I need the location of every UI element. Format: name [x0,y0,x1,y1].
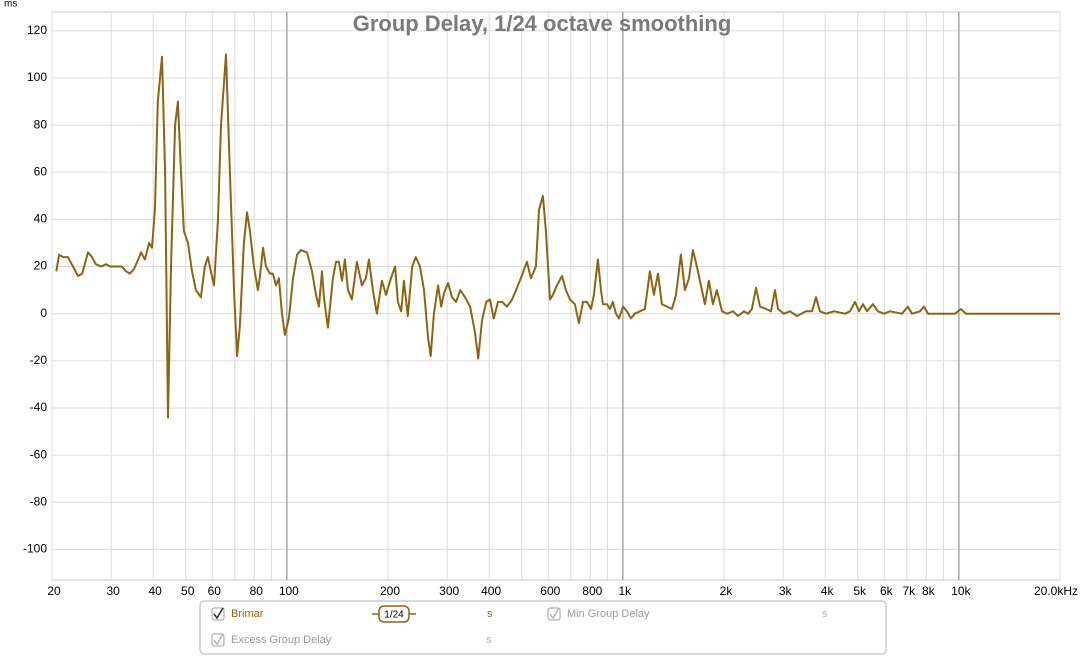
control-label: Min Group Delay [567,608,650,620]
x-tick-label: 4k [821,584,835,598]
y-tick-label: 120 [27,23,47,37]
x-tick-label: 1k [619,584,633,598]
x-tick-label: 30 [106,584,120,598]
x-tick-label: 80 [250,584,264,598]
x-tick-label: 10k [951,584,971,598]
x-tick-label: 50 [181,584,195,598]
x-tick-label: 400 [481,584,501,598]
y-tick-label: 80 [34,117,48,131]
control-label: Excess Group Delay [231,634,332,646]
x-tick-label: 800 [582,584,602,598]
chart-title: Group Delay, 1/24 octave smoothing [353,11,732,36]
x-tick-label: 2k [720,584,734,598]
x-tick-label: 6k [880,584,894,598]
y-tick-label: 100 [27,70,47,84]
unit-label: s [822,608,828,620]
plot-area [51,11,1061,581]
x-tick-label: 60 [208,584,222,598]
x-tick-label: 8k [922,584,936,598]
smoothing-box[interactable] [378,605,410,623]
control-panel [199,600,887,655]
x-tick-label: 100 [279,584,299,598]
x-tick-label: 20 [47,584,61,598]
y-unit: ms [4,0,17,10]
control-label: Brimar [231,608,264,620]
smoothing-label: 1/24 [384,610,404,621]
x-tick-label: 5k [853,584,867,598]
x-tick-label: 40 [148,584,162,598]
x-tick-label: 3k [779,584,793,598]
x-tick-label: 300 [439,584,459,598]
x-tick-label: 20.0kHz [1034,584,1078,598]
y-tick-label: 40 [34,212,48,226]
series-line [55,53,1060,419]
x-tick-label: 600 [540,584,560,598]
unit-label: s [486,634,492,646]
checkmark [213,607,224,620]
y-tick-label: -40 [30,400,48,414]
y-tick-label: 60 [34,164,48,178]
y-tick-label: 20 [34,259,48,273]
checkmark [213,633,224,646]
y-tick-label: -20 [30,353,48,367]
x-tick-label: 200 [380,584,400,598]
checkmark [549,607,560,620]
y-tick-label: -100 [23,542,47,556]
y-tick-label: 0 [40,306,47,320]
unit-label: s [487,608,493,620]
x-tick-label: 7k [902,584,916,598]
y-tick-label: -80 [30,494,48,508]
y-tick-label: -60 [30,447,48,461]
